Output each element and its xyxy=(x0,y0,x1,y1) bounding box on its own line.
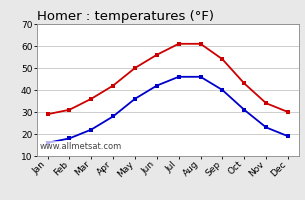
Text: www.allmetsat.com: www.allmetsat.com xyxy=(39,142,121,151)
Text: Homer : temperatures (°F): Homer : temperatures (°F) xyxy=(37,10,213,23)
